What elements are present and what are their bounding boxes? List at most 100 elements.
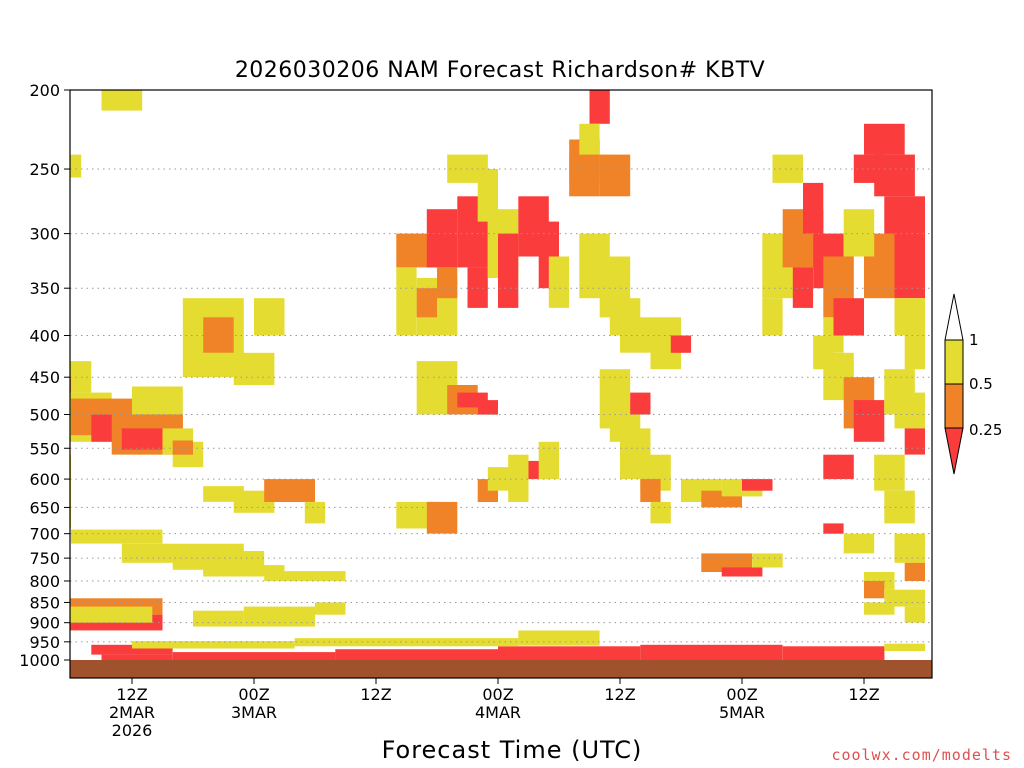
heatmap-cell: [864, 581, 885, 599]
legend-label: 0.25: [969, 421, 1002, 439]
heatmap-cell: [762, 298, 783, 336]
heatmap-cell: [884, 490, 915, 524]
y-tick-label: 500: [29, 406, 60, 425]
heatmap-cell: [426, 501, 458, 534]
heatmap-cell: [904, 428, 925, 455]
y-tick-label: 350: [29, 279, 60, 298]
plot-frame: [69, 89, 933, 679]
y-tick-label: 850: [29, 593, 60, 612]
heatmap-cell: [670, 335, 692, 353]
heatmap-cell: [426, 209, 458, 268]
gridlines: [70, 168, 932, 643]
x-tick-label: 2026: [112, 721, 153, 740]
y-tick-label: 700: [29, 525, 60, 544]
legend-swatch-0.5-1: [944, 339, 964, 385]
heatmap-cell: [172, 652, 336, 660]
source-credit: coolwx.com/modelts: [831, 746, 1012, 764]
y-tick-label: 550: [29, 439, 60, 458]
heatmap-cell: [264, 571, 346, 581]
heatmap-cell: [91, 644, 173, 655]
heatmap-cell: [843, 533, 875, 554]
heatmap-cell: [498, 646, 641, 660]
heatmap-cell: [548, 256, 570, 308]
heatmap-cell: [904, 562, 925, 581]
heatmap-cell: [477, 400, 498, 415]
heatmap-cell: [70, 154, 82, 178]
heatmap-cell: [843, 209, 875, 257]
heatmap-cell: [742, 479, 773, 491]
heatmap-cell: [620, 317, 651, 353]
legend-swatch-above-1: [944, 293, 964, 341]
heatmap-cell: [894, 256, 925, 299]
heatmap-cell: [752, 553, 783, 568]
y-axis: 200 250 300 350 400 450 500 550 600 650 700 750 800 8…: [19, 81, 70, 670]
heatmap-cell: [70, 606, 102, 623]
y-tick-label: 300: [29, 225, 60, 244]
heatmap-cell: [467, 267, 488, 308]
heatmap-cell: [589, 90, 610, 124]
heatmap-cell: [254, 298, 285, 336]
heatmap-cell: [853, 400, 885, 442]
heatmap-cell: [70, 361, 92, 393]
heatmap-cell: [498, 233, 519, 308]
chart-title: 2026030206 NAM Forecast Richardson# KBTV: [235, 58, 765, 83]
heatmap-cell: [101, 90, 143, 111]
heatmap-cell: [101, 606, 153, 623]
heatmap-cell: [650, 501, 671, 524]
ground-layer: [70, 660, 932, 678]
heatmap-cell: [904, 335, 925, 370]
heatmap-cell: [894, 392, 925, 429]
heatmap-cell: [304, 501, 326, 524]
heatmap-cell: [721, 567, 763, 577]
heatmap-cell: [193, 610, 244, 627]
y-tick-label: 450: [29, 368, 60, 387]
x-tick-label: 00Z: [482, 685, 513, 704]
legend-swatch-below-0.25: [944, 427, 964, 475]
heatmap-cell: [203, 565, 285, 577]
y-tick-label: 1000: [19, 651, 60, 670]
heatmap-cell: [508, 454, 529, 502]
heatmap-cell: [264, 479, 315, 502]
y-tick-label: 900: [29, 614, 60, 633]
x-tick-label: 12Z: [604, 685, 635, 704]
heatmap-cell: [782, 646, 885, 660]
heatmap-cell: [71, 529, 163, 544]
heatmap-cell: [792, 267, 814, 308]
heatmap-cell: [518, 630, 600, 646]
x-tick-label: 4MAR: [475, 703, 521, 722]
heatmap-cells: [70, 90, 925, 660]
heatmap-cell: [904, 606, 925, 623]
heatmap-cell: [477, 169, 498, 222]
legend-label: 0.5: [969, 375, 993, 393]
x-tick-label: 12Z: [116, 685, 147, 704]
heatmap-cell: [803, 182, 824, 234]
y-tick-label: 200: [29, 81, 60, 100]
heatmap-cell: [233, 352, 275, 385]
x-tick-label: 3MAR: [231, 703, 277, 722]
y-tick-label: 950: [29, 633, 60, 652]
y-tick-label: 800: [29, 572, 60, 591]
ground-strip: [70, 660, 932, 678]
heatmap-cell: [874, 154, 915, 197]
heatmap-cell: [823, 523, 844, 534]
y-tick-label: 750: [29, 549, 60, 568]
heatmap-cell: [884, 589, 925, 607]
heatmap-cell: [630, 392, 651, 415]
heatmap-cell: [833, 298, 864, 336]
heatmap-cell: [172, 440, 193, 455]
heatmap-cell: [132, 641, 295, 649]
heatmap-cell: [894, 533, 925, 563]
x-tick-label: 00Z: [238, 685, 269, 704]
heatmap-cell: [315, 602, 346, 615]
x-tick-label: 12Z: [848, 685, 879, 704]
heatmap-cell: [243, 606, 315, 627]
heatmap-cell: [538, 441, 559, 480]
y-tick-label: 600: [29, 470, 60, 489]
x-tick-label: 5MAR: [719, 703, 765, 722]
heatmap-cell: [894, 298, 925, 336]
heatmap-cell: [437, 267, 458, 299]
heatmap-cell: [874, 454, 905, 491]
x-tick-label: 2MAR: [109, 703, 155, 722]
heatmap-cell: [864, 602, 895, 615]
